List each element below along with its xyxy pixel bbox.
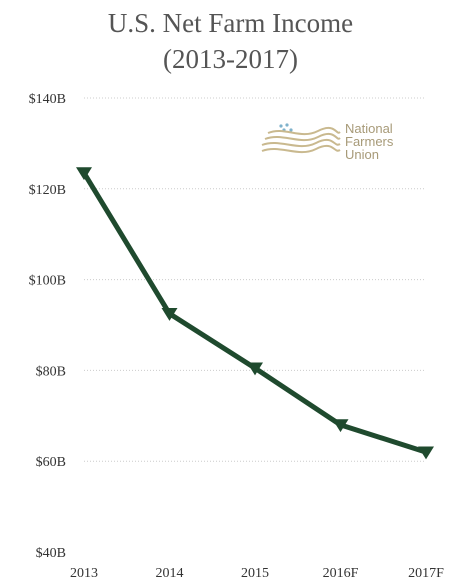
y-tick-label: $80B — [36, 364, 66, 379]
x-tick-label: 2016F — [323, 566, 359, 580]
y-tick-label: $140B — [29, 92, 66, 107]
chart-subtitle: (2013-2017) — [163, 44, 298, 74]
y-tick-label: $40B — [36, 546, 66, 561]
series-line — [81, 170, 429, 455]
y-tick-label: $100B — [29, 274, 66, 289]
x-tick-label: 2013 — [70, 566, 98, 580]
data-point-marker — [418, 446, 434, 460]
data-point-marker — [161, 308, 178, 321]
y-tick-label: $60B — [36, 455, 66, 470]
x-tick-label: 2014 — [156, 566, 184, 580]
x-axis: 2013 2014 2015 2016F 2017F — [70, 566, 444, 580]
logo-text-line-1: National — [345, 121, 393, 136]
logo-text-line-3: Union — [345, 147, 379, 162]
y-axis: $40B $60B $80B $100B $120B $140B — [29, 92, 66, 561]
data-point-marker — [247, 362, 263, 376]
grid-lines — [84, 97, 426, 462]
data-point-marker — [76, 167, 92, 181]
data-point-marker — [332, 419, 349, 433]
x-tick-label: 2015 — [241, 566, 269, 580]
x-tick-label: 2017F — [408, 566, 444, 580]
stars-icon — [279, 123, 293, 132]
flag-stripes-icon — [261, 126, 341, 154]
chart-title: U.S. Net Farm Income — [107, 8, 354, 38]
logo-text-line-2: Farmers — [345, 134, 394, 149]
series-markers — [76, 167, 434, 460]
national-farmers-union-logo: National Farmers Union — [261, 121, 394, 162]
y-tick-label: $120B — [29, 183, 66, 198]
